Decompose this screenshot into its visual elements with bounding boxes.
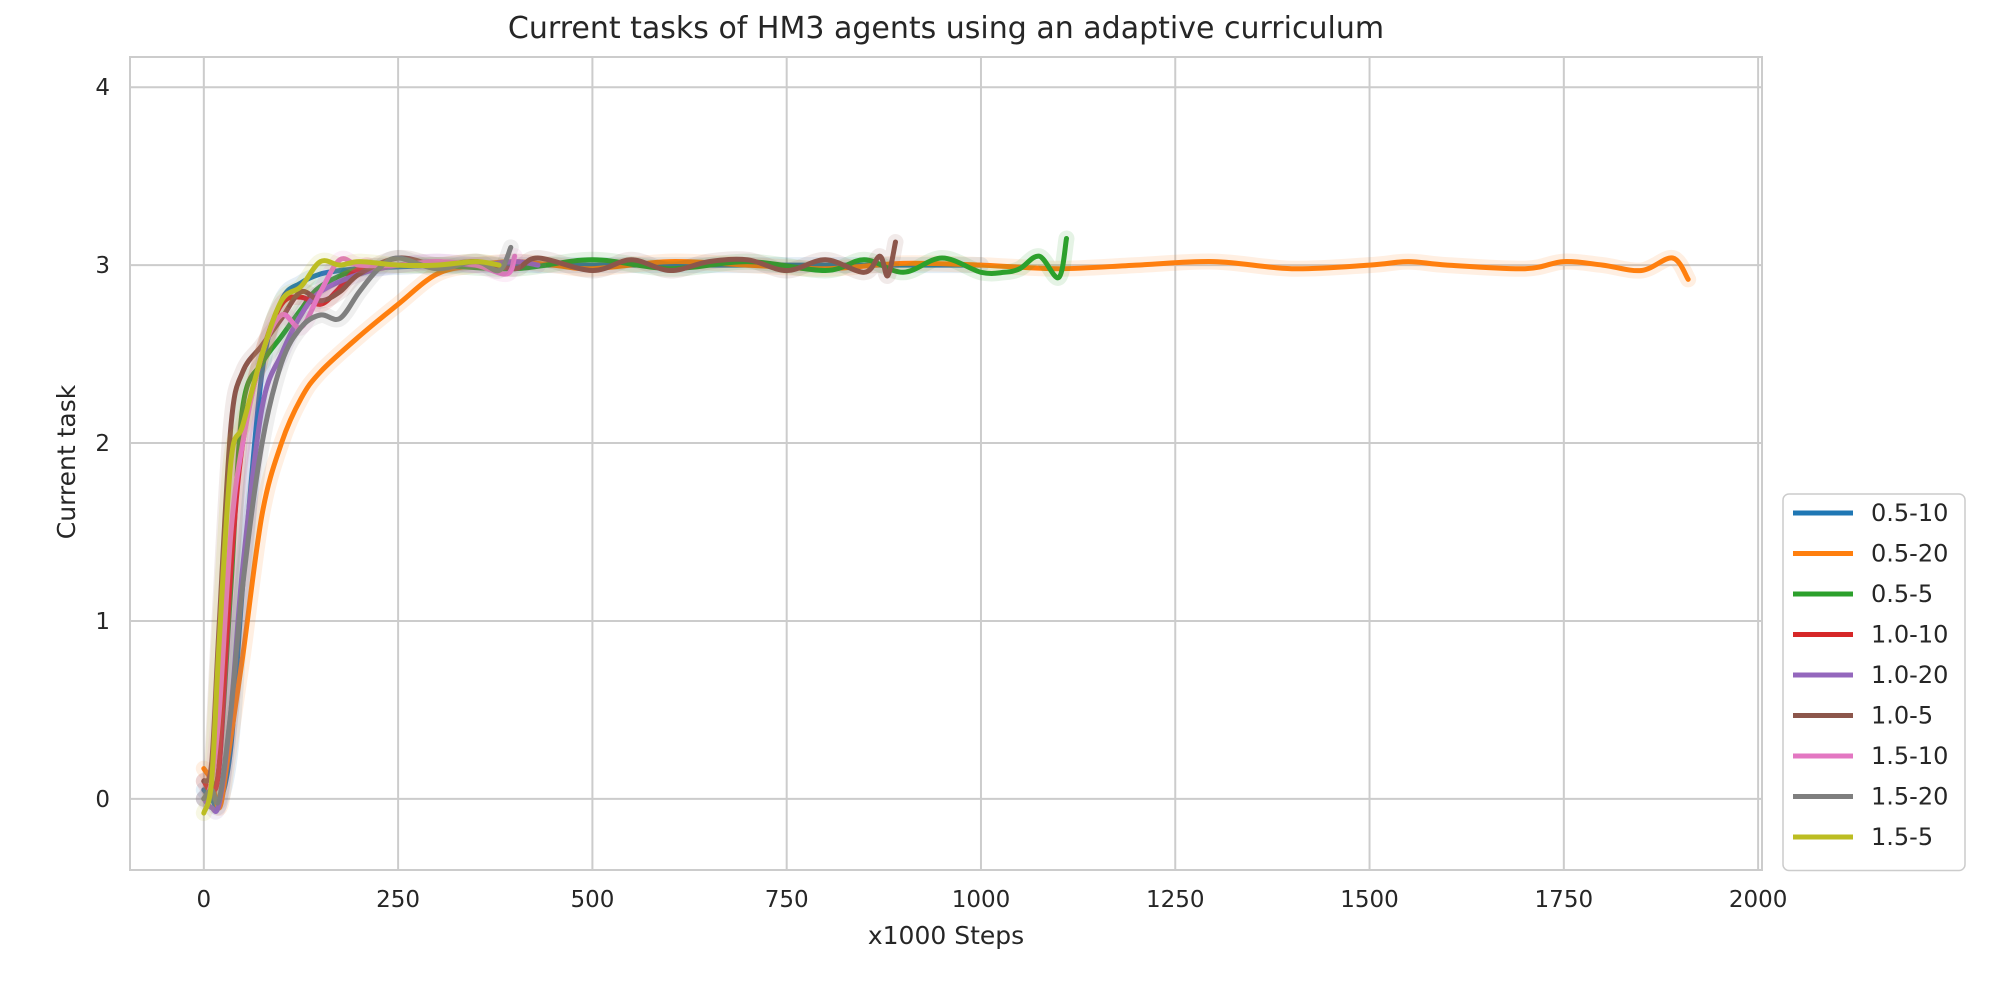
y-tick-label: 4 — [95, 75, 110, 101]
x-tick-label: 1250 — [1146, 887, 1205, 913]
x-tick-label: 1500 — [1340, 887, 1399, 913]
legend-label-0.5-10: 0.5-10 — [1871, 499, 1948, 527]
y-tick-label: 3 — [95, 253, 110, 279]
x-tick-label: 2000 — [1729, 887, 1788, 913]
legend-label-1.0-10: 1.0-10 — [1871, 621, 1948, 649]
legend: 0.5-10 0.5-20 0.5-5 1.0-10 1.0-20 1.0-5 1.5-10… — [1782, 493, 1966, 872]
series-lines — [195, 230, 1697, 822]
legend-label-1.0-20: 1.0-20 — [1871, 661, 1948, 689]
series-line-1.5-20 — [201, 244, 514, 806]
legend-label-1.5-20: 1.5-20 — [1871, 783, 1948, 811]
x-tick-label: 750 — [765, 887, 809, 913]
plot-frame — [129, 56, 1763, 871]
x-tick-label: 1000 — [952, 887, 1011, 913]
y-tick-label: 0 — [95, 787, 110, 813]
x-tick-label: 0 — [197, 887, 212, 913]
legend-box — [1782, 493, 1966, 872]
y-axis-label: Current task — [52, 384, 81, 539]
series-line-1.5-5 — [201, 258, 502, 816]
y-tick-label: 1 — [95, 609, 110, 635]
x-tick-label: 500 — [570, 887, 614, 913]
legend-label-0.5-20: 0.5-20 — [1871, 540, 1948, 568]
plot-area: 0 250 500 750 1000 1250 1500 1750 2000 0 1 2 3 4 — [95, 56, 1788, 913]
legend-label-1.5-10: 1.5-10 — [1871, 742, 1948, 770]
legend-label-1.5-5: 1.5-5 — [1871, 823, 1933, 851]
x-tick-label: 250 — [376, 887, 420, 913]
y-tick-label: 2 — [95, 431, 110, 457]
legend-label-1.0-5: 1.0-5 — [1871, 702, 1933, 730]
x-tick-label: 1750 — [1535, 887, 1594, 913]
legend-label-0.5-5: 0.5-5 — [1871, 580, 1933, 608]
x-axis-label: x1000 Steps — [868, 921, 1024, 950]
chart-title: Current tasks of HM3 agents using an ada… — [508, 11, 1384, 46]
